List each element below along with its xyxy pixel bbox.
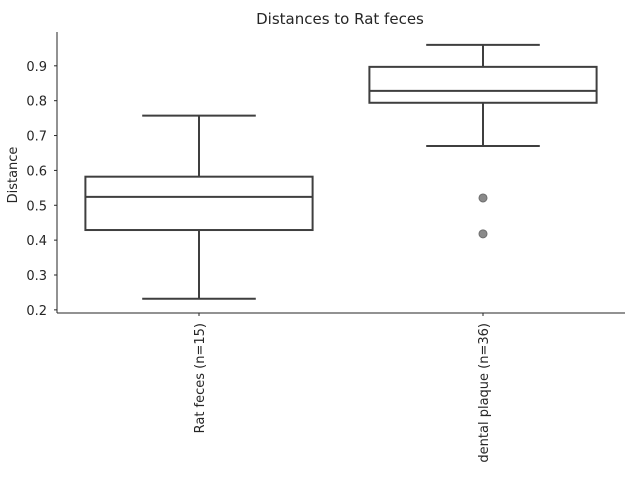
y-tick-label: 0.8 — [26, 95, 47, 110]
y-tick-label: 0.9 — [26, 60, 47, 75]
y-tick-label: 0.7 — [26, 130, 47, 145]
x-tick-label: Rat feces (n=15) — [193, 323, 208, 433]
y-tick-label: 0.6 — [26, 164, 47, 179]
y-tick-label: 0.2 — [26, 304, 47, 319]
outlier — [478, 229, 488, 239]
y-tick-label: 0.4 — [26, 234, 47, 249]
box — [368, 65, 598, 104]
y-tick-label: 0.5 — [26, 199, 47, 214]
box — [84, 175, 314, 232]
x-tick-label: dental plaque (n=36) — [477, 323, 492, 463]
y-axis-label: Distance — [6, 147, 21, 204]
chart-title: Distances to Rat feces — [256, 10, 424, 28]
y-tick-label: 0.3 — [26, 269, 47, 284]
outlier — [478, 193, 488, 203]
